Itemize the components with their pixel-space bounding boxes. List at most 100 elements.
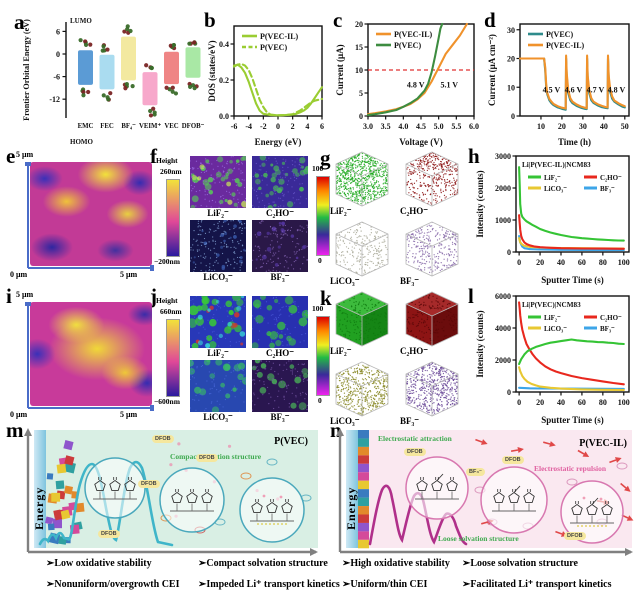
- svg-text:Li|P(VEC)|NCM83: Li|P(VEC)|NCM83: [522, 301, 581, 309]
- svg-text:5.0: 5.0: [434, 122, 444, 131]
- panel-label-g: g: [320, 146, 331, 170]
- sims-map-j-c2ho: [252, 296, 308, 348]
- panel-label-h: h: [468, 144, 480, 168]
- panel-label-l: l: [468, 284, 474, 308]
- svg-text:LUMO: LUMO: [70, 17, 92, 25]
- svg-text:BF₃⁻: BF₃⁻: [600, 325, 615, 333]
- svg-text:0.2: 0.2: [219, 76, 229, 85]
- bullet-n-2: ➢Uniform/thin CEI: [342, 579, 428, 590]
- svg-text:FEC: FEC: [100, 123, 114, 130]
- chart-dos: -6 -4 -2 0 2 4 6 0.0 0.2 0.4 Energy (eV) DOS (state…: [207, 25, 324, 147]
- chart-sims-depth-pvec: 0 20 40 60 80 100 0 2000 4000 6000 Sputter Time (s…: [475, 292, 630, 425]
- chart-frontier-orbital-energy: 6 0 -6 -12 Frontier Orbital Energy (eV) LUMO H…: [22, 17, 205, 146]
- afm-i-colorbar-title: Height: [156, 296, 178, 305]
- svg-text:Intensity (counts): Intensity (counts): [475, 310, 485, 377]
- svg-text:4000: 4000: [495, 324, 511, 333]
- svg-text:20: 20: [536, 258, 544, 267]
- svg-text:Sputter Time (s): Sputter Time (s): [541, 415, 604, 425]
- svg-text:4: 4: [305, 122, 309, 131]
- afm-i-colorbar-min: −600nm: [154, 397, 180, 406]
- svg-text:80: 80: [599, 398, 607, 407]
- svg-text:20: 20: [507, 55, 515, 64]
- svg-text:5: 5: [359, 89, 363, 98]
- svg-text:4.8 V: 4.8 V: [407, 80, 425, 89]
- sims-cube-g-bf3: [405, 221, 459, 277]
- svg-text:2000: 2000: [495, 184, 511, 193]
- schematic-pvecil-attraction-note: Electrostatic attraction: [378, 434, 452, 443]
- svg-text:Current (μA): Current (μA): [335, 44, 345, 95]
- schematic-pvecil-dfob-pill-3: DFOB: [564, 532, 586, 540]
- svg-text:P(VEC-IL): P(VEC-IL): [260, 32, 299, 41]
- svg-text:10: 10: [507, 83, 515, 92]
- afm-e-colorbar-gradient: [166, 179, 180, 257]
- svg-text:30: 30: [579, 122, 587, 131]
- svg-text:Time (h): Time (h): [558, 137, 591, 147]
- svg-text:4.0: 4.0: [398, 122, 408, 131]
- svg-text:20: 20: [536, 398, 544, 407]
- panel-label-i: i: [6, 284, 12, 308]
- chart-current-time: 10 20 30 40 50 0 10 20 30 Time (h) Current (μA cm⁻…: [487, 23, 630, 147]
- svg-text:P(VEC): P(VEC): [546, 30, 573, 39]
- schematic-pvecil-dfob-pill-1: DFOB: [404, 448, 426, 456]
- sims-j-colorbar-max: 100: [312, 304, 324, 313]
- sims-j-colorbar-gradient: [316, 316, 330, 396]
- svg-text:80: 80: [599, 258, 607, 267]
- sims-map-j-lif2: [190, 296, 246, 348]
- svg-text:0: 0: [56, 50, 60, 59]
- schematic-pvec-energy-axis-label: Energy: [32, 486, 46, 530]
- panel-label-m: m: [6, 418, 24, 442]
- afm-i-x1-label: 5 μm: [120, 410, 138, 419]
- afm-panel-i: 5 μm 0 μm 5 μm: [6, 288, 156, 424]
- svg-text:4.6 V: 4.6 V: [565, 85, 583, 94]
- svg-text:40: 40: [557, 258, 565, 267]
- svg-text:0: 0: [276, 122, 280, 131]
- sims-map-j-bf3: [252, 360, 308, 412]
- svg-text:2000: 2000: [495, 356, 511, 365]
- sims-cube-k-bf3: [405, 361, 459, 417]
- svg-text:BF₄⁻: BF₄⁻: [121, 123, 136, 130]
- sims-map-f-lif2-label: LiF₂⁻: [207, 208, 229, 218]
- bullet-m-1: ➢Low oxidative stability: [46, 558, 152, 569]
- sims-map-j-c2ho-label: C₂HO⁻: [266, 348, 294, 358]
- bullet-n-1: ➢High oxidative stability: [342, 558, 450, 569]
- svg-text:40: 40: [600, 122, 608, 131]
- sims-cube-g-c2ho-label: C₂HO⁻: [400, 206, 428, 216]
- sims-map-f-lif2: [190, 156, 246, 208]
- svg-text:50: 50: [621, 122, 629, 131]
- svg-text:4.8 V: 4.8 V: [608, 85, 626, 94]
- sims-map-f-bf3: [252, 220, 308, 272]
- panel-label-e: e: [6, 144, 16, 168]
- svg-text:10: 10: [537, 122, 545, 131]
- svg-text:Energy (eV): Energy (eV): [255, 137, 302, 147]
- svg-text:5.5: 5.5: [451, 122, 461, 131]
- sims-cube-k-c2ho: [405, 291, 459, 347]
- svg-text:60: 60: [578, 258, 586, 267]
- afm-e-colorbar-max: 260nm: [160, 167, 182, 176]
- svg-text:1000: 1000: [495, 216, 511, 225]
- sims-cube-k-lico3-label: LiCO₃⁻: [330, 416, 360, 426]
- sims-j-colorbar-min: 0: [318, 396, 322, 405]
- afm-i-colorbar-max: 660nm: [160, 307, 182, 316]
- afm-i-axes: [25, 302, 154, 411]
- bullet-m-3: ➢Compact solvation structure: [198, 558, 328, 569]
- schematic-pvecil-repulsion-note: Electrostatic repulsion: [534, 464, 607, 473]
- svg-text:LiCO₃⁻: LiCO₃⁻: [544, 325, 567, 333]
- svg-text:3.5: 3.5: [381, 122, 391, 131]
- sims-map-f-bf3-label: BF₃⁻: [270, 272, 290, 282]
- svg-text:VEIM⁺: VEIM⁺: [139, 123, 162, 130]
- panel-label-d: d: [484, 8, 496, 32]
- panel-label-f: f: [150, 144, 157, 168]
- sims-cube-g-bf3-label: BF₃⁻: [400, 276, 419, 286]
- svg-text:DFOB⁻: DFOB⁻: [182, 123, 205, 130]
- chart-lsv-current-voltage: 3.0 3.5 4.0 4.5 5.0 5.5 6.0 0 5 10 15 20 Voltage (V)…: [335, 20, 479, 147]
- sims-cube-g-lico3: [335, 221, 389, 277]
- schematic-pvecil: Energy Electrostatic attraction P(VEC-IL…: [332, 426, 637, 558]
- svg-text:EMC: EMC: [78, 123, 94, 130]
- svg-text:HOMO: HOMO: [70, 138, 93, 146]
- svg-text:6: 6: [320, 122, 324, 131]
- panel-label-k: k: [320, 286, 332, 310]
- sims-f-colorbar-gradient: [316, 176, 330, 256]
- svg-text:40: 40: [557, 398, 565, 407]
- schematic-pvec-drawing: [24, 428, 318, 556]
- sims-cube-k-lif2: [335, 291, 389, 347]
